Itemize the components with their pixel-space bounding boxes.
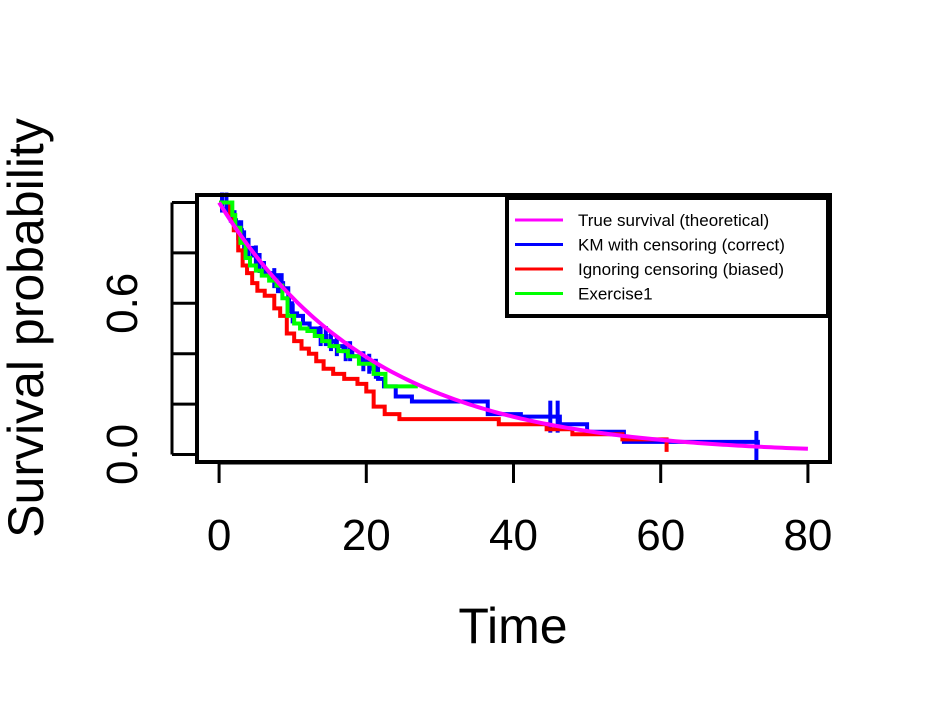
- legend-label: Exercise1: [578, 285, 653, 304]
- x-tick-label: 40: [489, 511, 538, 560]
- legend-entry: True survival (theoretical): [515, 211, 769, 230]
- legend-label: Ignoring censoring (biased): [578, 260, 784, 279]
- x-tick-label: 20: [342, 511, 391, 560]
- y-axis: 0.0 0.6: [98, 201, 197, 485]
- x-tick-label: 0: [207, 511, 231, 560]
- legend-entry: Ignoring censoring (biased): [515, 260, 784, 279]
- series-2: [219, 200, 669, 452]
- legend: True survival (theoretical) KM with censo…: [505, 196, 830, 318]
- x-axis: 0 20 40 60 80: [207, 461, 832, 560]
- series-line: [219, 200, 418, 389]
- y-axis-label: Survival probability: [0, 118, 54, 538]
- y-tick-label: 0.6: [98, 273, 147, 334]
- y-tick-label: 0.0: [98, 424, 147, 485]
- legend-entry: KM with censoring (correct): [515, 236, 785, 255]
- x-tick-label: 60: [636, 511, 685, 560]
- legend-label: KM with censoring (correct): [578, 236, 785, 255]
- series-line: [219, 200, 669, 452]
- legend-entries: True survival (theoretical) KM with censo…: [515, 211, 785, 304]
- series-3: [219, 200, 418, 389]
- series-line: [217, 201, 808, 451]
- legend-entry: Exercise1: [515, 285, 653, 304]
- legend-label: True survival (theoretical): [578, 211, 769, 230]
- x-axis-label: Time: [458, 598, 567, 654]
- series-layer: [217, 192, 808, 463]
- legend-box: [505, 196, 830, 318]
- series-0: [217, 201, 808, 451]
- x-tick-label: 80: [783, 511, 832, 560]
